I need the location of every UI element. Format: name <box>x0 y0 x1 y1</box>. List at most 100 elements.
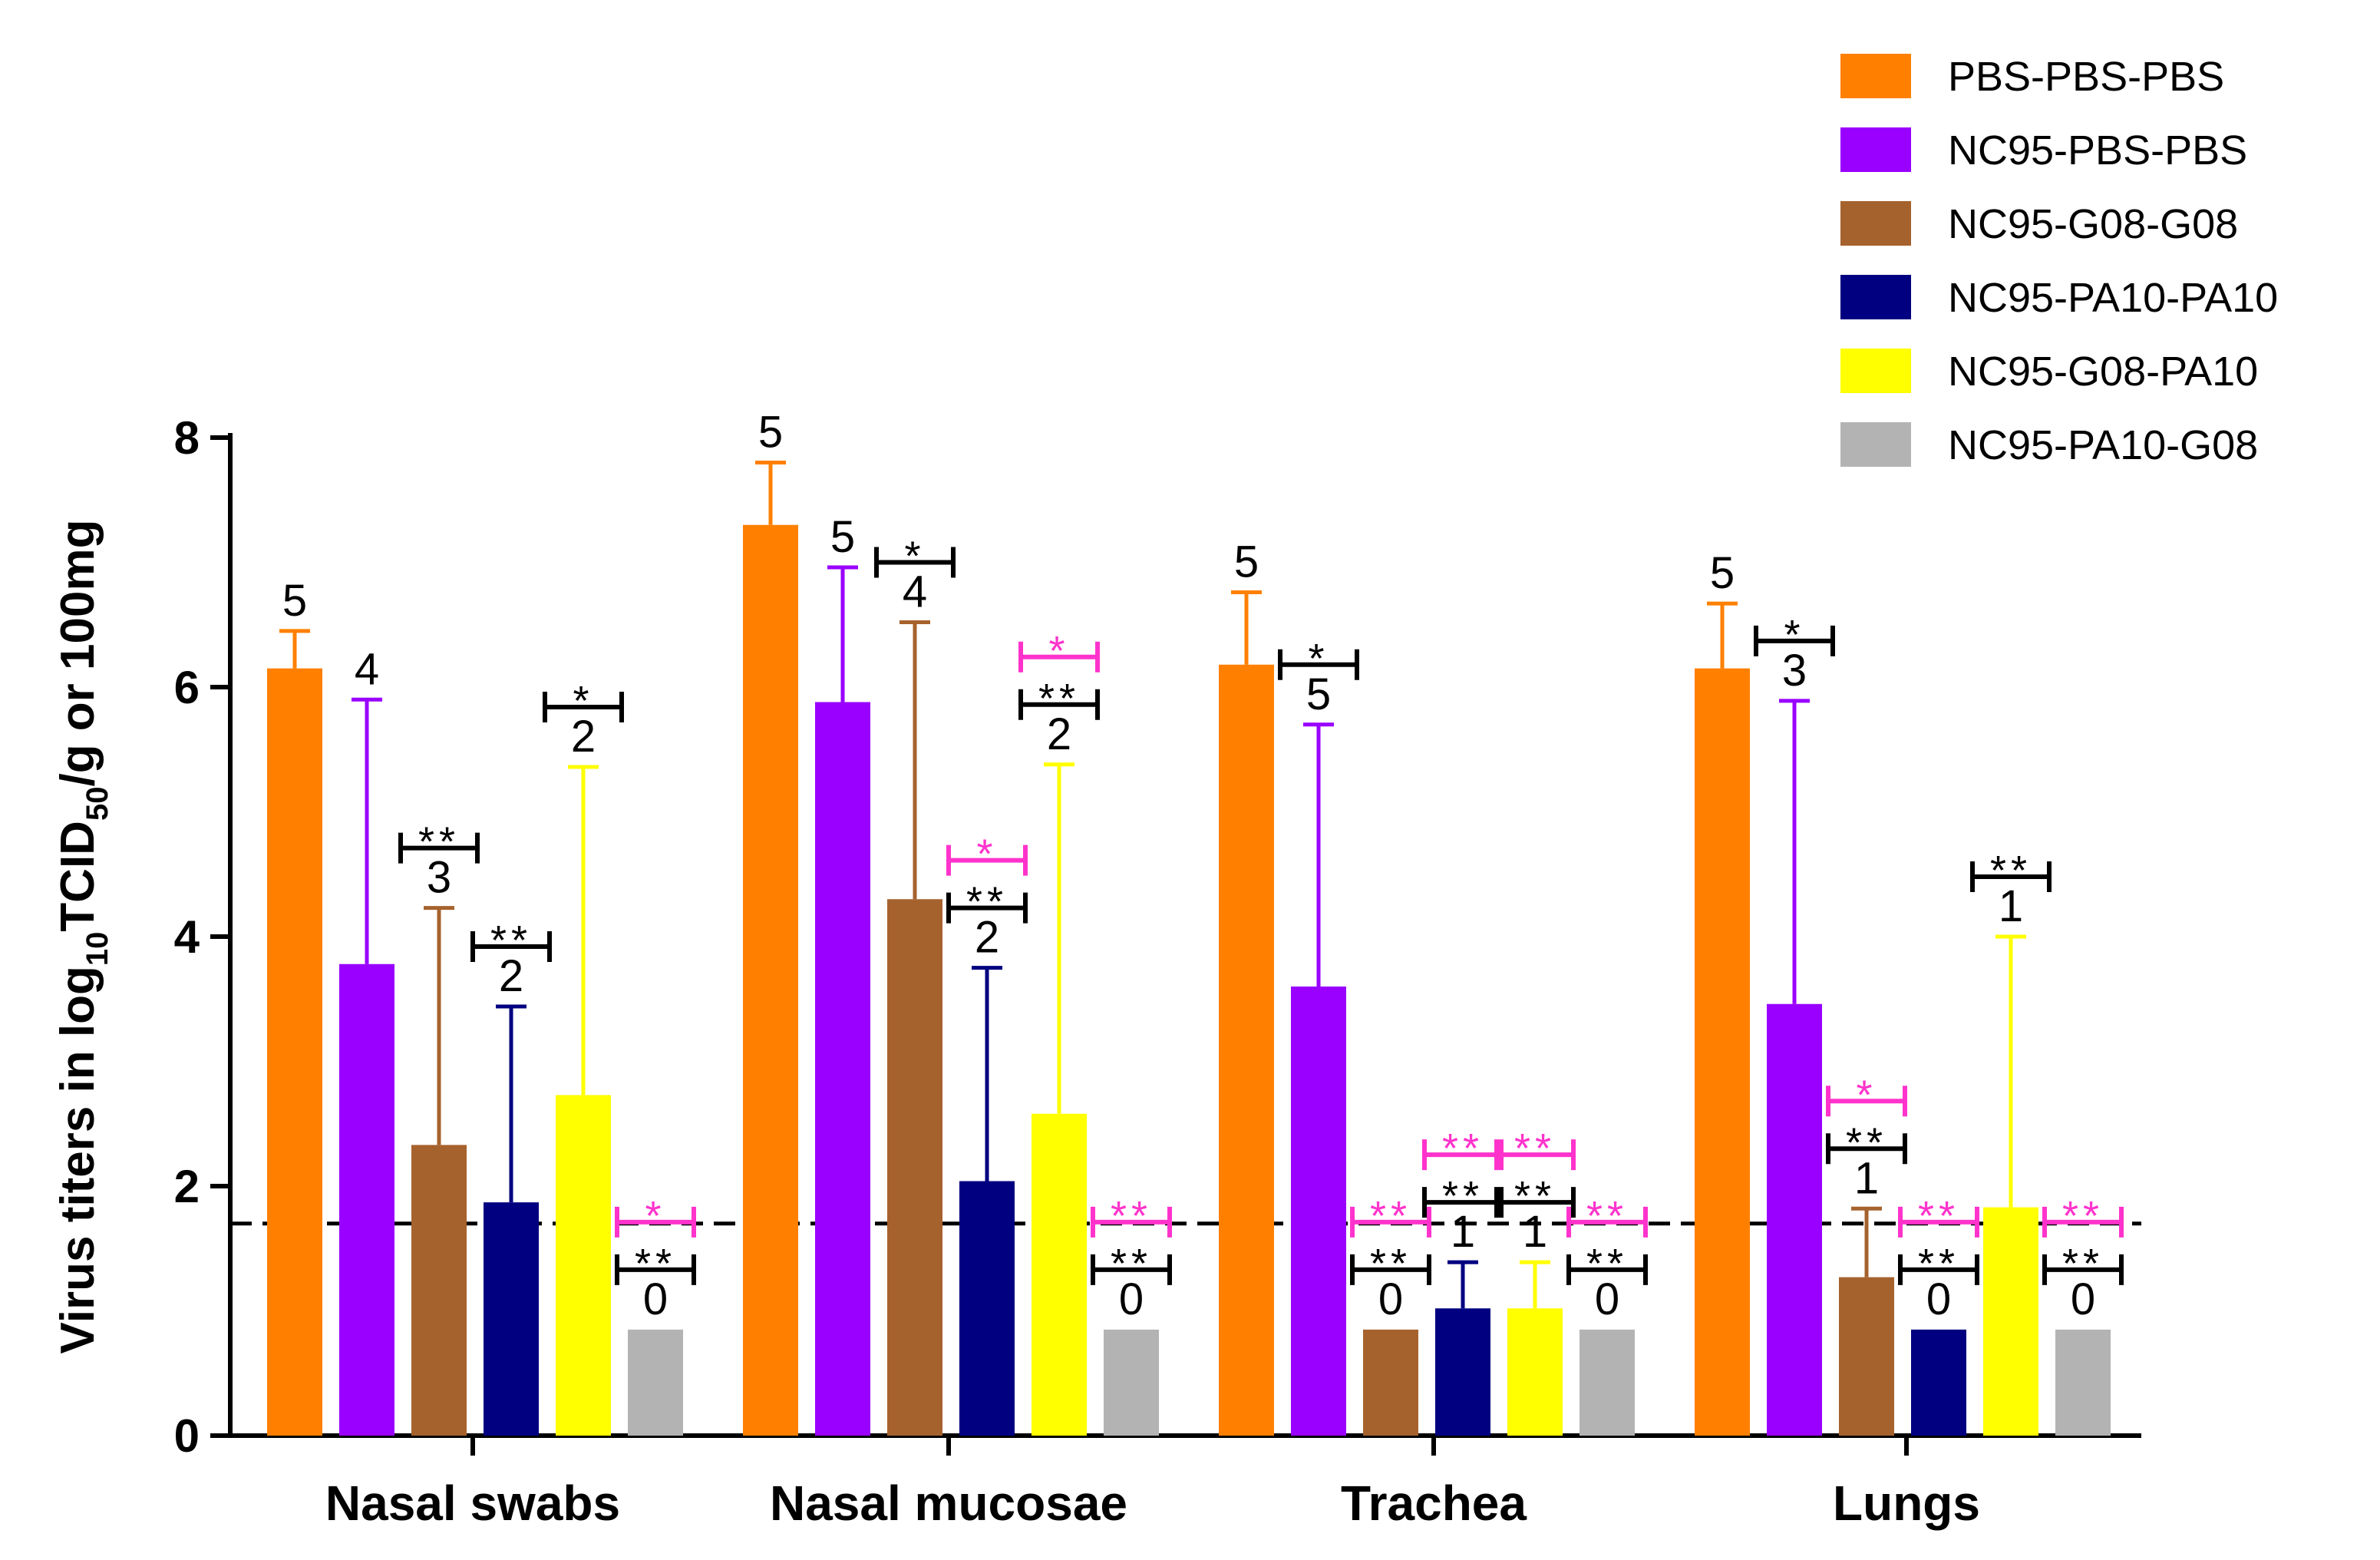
legend-swatch <box>1840 349 1911 393</box>
n-label: 2 <box>1047 709 1071 759</box>
n-label: 0 <box>1119 1274 1144 1324</box>
n-label: 1 <box>1999 881 2023 931</box>
bar <box>959 1181 1015 1436</box>
sig-stars-magenta: ** <box>1918 1193 1959 1239</box>
n-label: 2 <box>499 951 523 1001</box>
sig-stars-black: ** <box>2062 1241 2104 1287</box>
sig-stars-black: ** <box>1990 848 2032 894</box>
y-tick-label: 8 <box>174 412 200 464</box>
bar <box>1291 987 1346 1436</box>
y-axis-label-subscript: 10 <box>81 932 114 967</box>
n-label: 4 <box>355 644 379 694</box>
y-axis-label-subscript: 50 <box>81 787 114 821</box>
n-label: 0 <box>2071 1274 2095 1324</box>
bar <box>743 524 798 1436</box>
bar <box>887 899 942 1436</box>
n-label: 5 <box>830 512 855 562</box>
sig-stars-magenta: * <box>976 831 997 878</box>
sig-stars-black: ** <box>1442 1173 1484 1219</box>
legend-label: NC95-PA10-G08 <box>1948 422 2258 468</box>
bar <box>2055 1329 2111 1436</box>
sig-stars-magenta: ** <box>1370 1193 1411 1239</box>
sig-stars-black: * <box>1784 612 1804 658</box>
legend-swatch <box>1840 422 1911 467</box>
sig-stars-magenta: ** <box>2062 1193 2104 1239</box>
bar <box>556 1095 611 1436</box>
bar <box>411 1145 467 1436</box>
y-axis-label: Virus titers in log10TCID50/g or 100mg <box>51 520 114 1354</box>
n-label: 3 <box>427 853 451 903</box>
x-category-label: Nasal mucosae <box>770 1476 1127 1531</box>
x-category-label: Lungs <box>1833 1476 1980 1531</box>
bar <box>267 668 322 1436</box>
n-label: 5 <box>758 408 783 458</box>
legend-swatch <box>1840 201 1911 246</box>
bar <box>1032 1113 1087 1436</box>
bar <box>1983 1207 2038 1436</box>
legend-label: NC95-G08-PA10 <box>1948 349 2258 395</box>
y-tick-label: 4 <box>174 911 200 963</box>
legend-swatch <box>1840 127 1911 172</box>
legend-swatch <box>1840 54 1911 98</box>
n-label: 2 <box>975 913 999 963</box>
bar <box>1363 1329 1418 1436</box>
x-category-label: Trachea <box>1341 1476 1527 1531</box>
y-axis-label-part: Virus titers in log <box>51 966 104 1353</box>
sig-stars-magenta: * <box>1048 628 1069 674</box>
sig-stars-black: ** <box>1038 676 1080 722</box>
sig-stars-magenta: ** <box>1586 1193 1628 1239</box>
n-label: 0 <box>643 1274 668 1324</box>
n-label: 5 <box>1234 537 1259 587</box>
y-axis-label-part: /g or 100mg <box>51 520 104 787</box>
legend-label: NC95-PA10-PA10 <box>1948 275 2278 321</box>
y-axis-label-part: TCID <box>51 821 104 932</box>
x-category-label: Nasal swabs <box>325 1476 620 1531</box>
bar <box>1580 1329 1635 1436</box>
sig-stars-magenta: ** <box>1514 1125 1556 1172</box>
y-tick-label: 0 <box>174 1410 200 1462</box>
sig-stars-black: ** <box>1846 1119 1887 1165</box>
n-label: 4 <box>903 567 927 617</box>
n-label: 5 <box>1710 548 1735 598</box>
n-label: 0 <box>1926 1274 1951 1324</box>
sig-stars-black: * <box>1308 636 1329 682</box>
legend-label: PBS-PBS-PBS <box>1948 54 2224 100</box>
bar <box>815 702 870 1436</box>
sig-stars-black: * <box>904 534 925 580</box>
sig-stars-black: ** <box>490 917 532 963</box>
bar <box>1104 1329 1159 1436</box>
sig-stars-black: ** <box>1918 1241 1959 1287</box>
n-label: 1 <box>1451 1207 1475 1257</box>
n-label: 1 <box>1523 1207 1547 1257</box>
legend-swatch <box>1840 275 1911 319</box>
bar <box>1695 668 1750 1436</box>
sig-stars-black: ** <box>1586 1241 1628 1287</box>
bar <box>484 1202 539 1436</box>
sig-stars-magenta: ** <box>1111 1193 1152 1239</box>
sig-stars-black: ** <box>966 879 1008 925</box>
n-label: 5 <box>282 576 307 626</box>
n-label: 2 <box>571 712 596 762</box>
y-tick-label: 6 <box>174 662 200 713</box>
sig-stars-black: ** <box>418 819 460 865</box>
bar <box>1435 1308 1490 1436</box>
bar <box>1911 1329 1966 1436</box>
y-tick-label: 2 <box>174 1161 200 1212</box>
legend-label: NC95-G08-G08 <box>1948 201 2238 247</box>
sig-stars-magenta: * <box>645 1193 665 1239</box>
bar <box>1507 1308 1563 1436</box>
bar <box>628 1329 683 1436</box>
bar <box>1767 1003 1822 1436</box>
sig-stars-black: * <box>573 678 593 724</box>
n-label: 5 <box>1306 669 1331 719</box>
n-label: 0 <box>1378 1274 1403 1324</box>
bar <box>1219 664 1274 1436</box>
sig-stars-black: ** <box>635 1241 676 1287</box>
sig-stars-black: ** <box>1514 1173 1556 1219</box>
sig-stars-magenta: * <box>1856 1072 1877 1118</box>
sig-stars-black: ** <box>1111 1241 1152 1287</box>
bar <box>339 963 394 1436</box>
n-label: 0 <box>1595 1274 1619 1324</box>
